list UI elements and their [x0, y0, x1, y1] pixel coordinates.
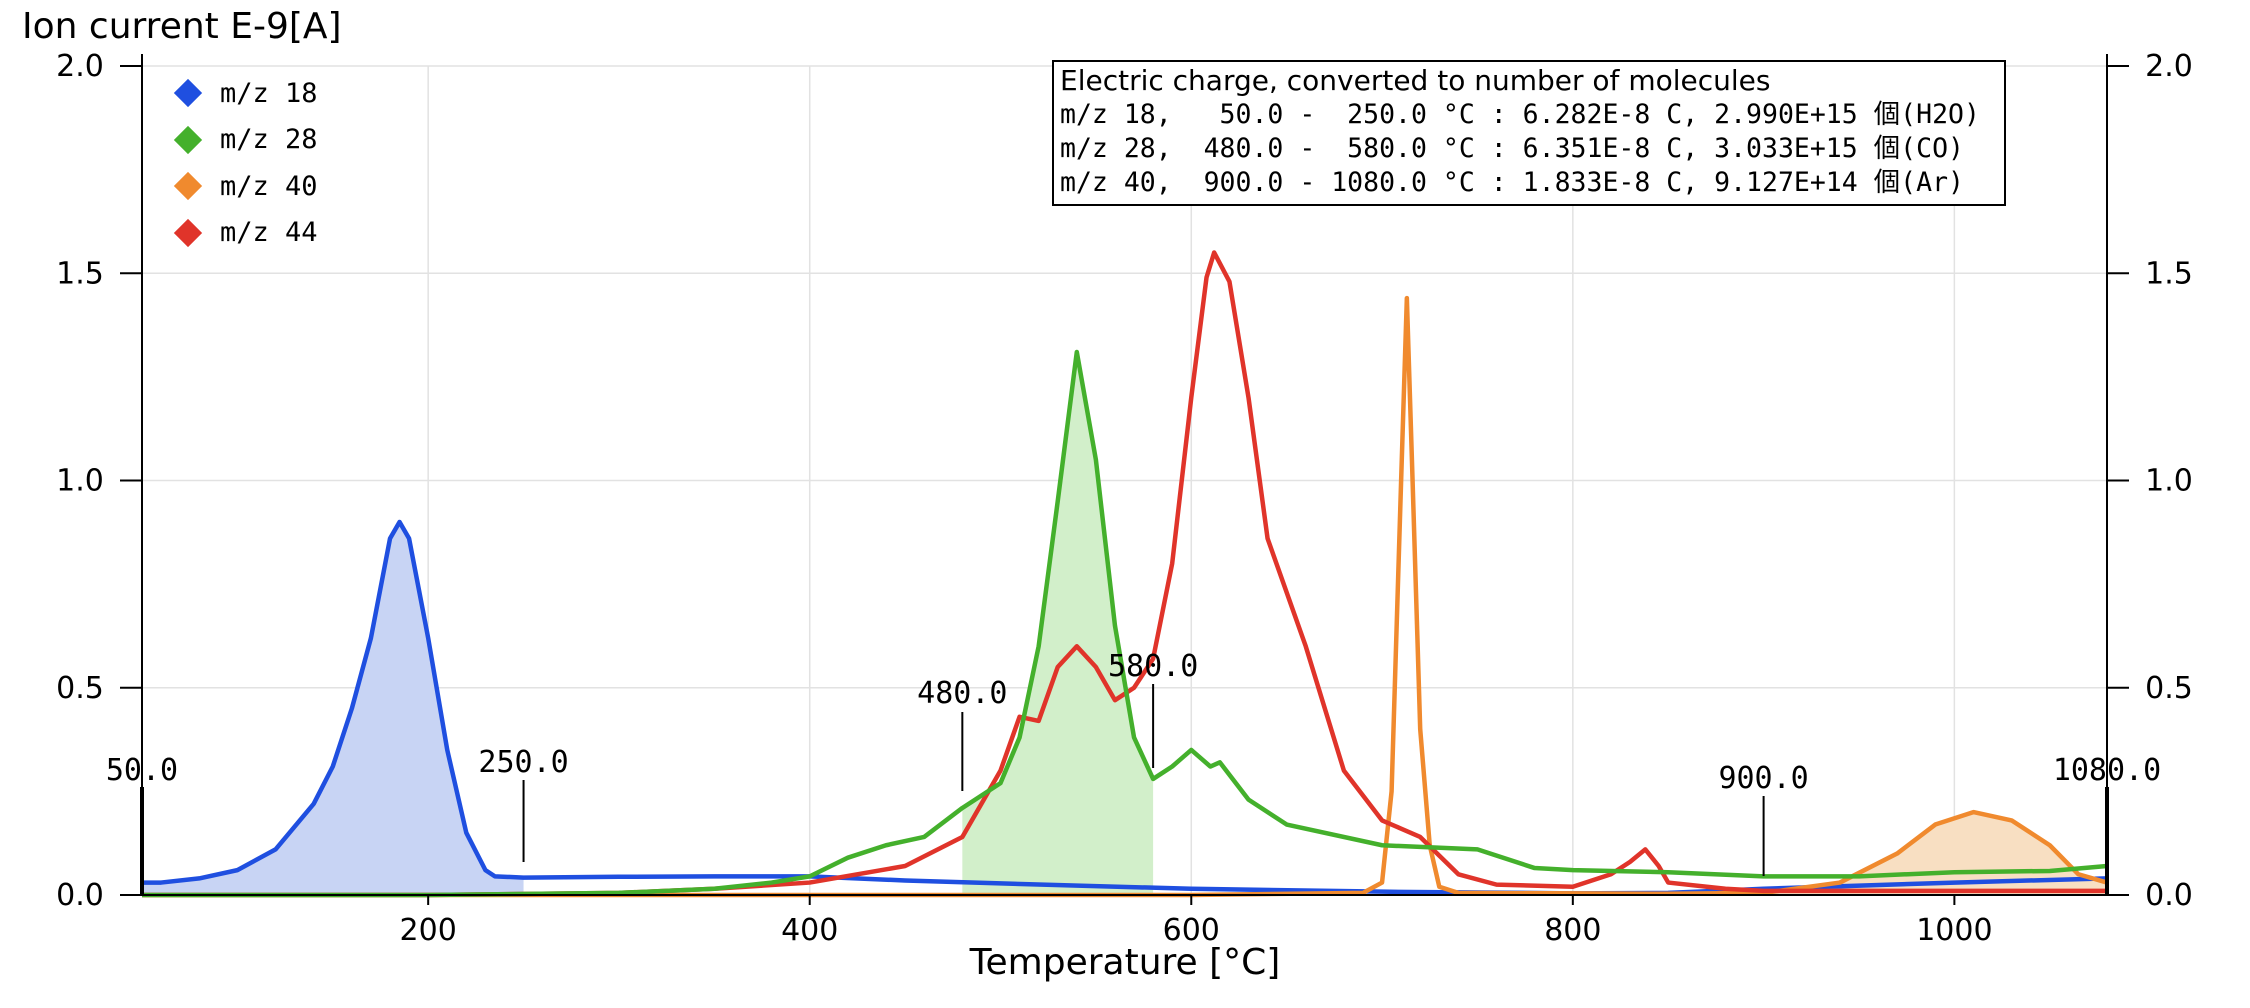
x-tick-label: 600 [1163, 913, 1220, 948]
y-axis-title: Ion current E-9[A] [22, 6, 342, 47]
series-fill-0 [142, 521, 524, 895]
y-tick-label-left: 1.0 [56, 464, 104, 499]
y-tick-label-left: 0.5 [56, 671, 104, 706]
y-tick-label-right: 1.0 [2145, 464, 2193, 499]
range-marker-label: 480.0 [917, 676, 1007, 711]
legend-marker-mz18 [173, 79, 203, 108]
legend-marker-mz44 [173, 218, 203, 247]
x-axis-title: Temperature [°C] [969, 942, 1281, 983]
legend-item: m/z 40 [172, 163, 318, 210]
x-tick-label: 400 [781, 913, 838, 948]
range-marker-label: 580.0 [1108, 649, 1198, 684]
info-line-mz18: m/z 18, 50.0 - 250.0 °C : 6.282E-8 C, 2.… [1060, 99, 1980, 130]
legend-marker-mz40 [173, 172, 203, 201]
series-line-mz18 [142, 519, 2108, 896]
x-tick-label: 1000 [1916, 913, 1992, 948]
legend-item: m/z 28 [172, 117, 318, 164]
x-tick-label: 800 [1544, 913, 1601, 948]
legend-marker-mz28 [173, 125, 203, 154]
y-tick-label-right: 1.5 [2145, 256, 2193, 291]
series-line-mz44 [142, 250, 2107, 898]
charge-info-box: Electric charge, converted to number of … [1052, 60, 2006, 206]
legend-label-mz44: m/z 44 [220, 217, 318, 249]
series-fill-2 [1763, 812, 2107, 895]
legend-label-mz28: m/z 28 [220, 124, 318, 156]
y-tick-label-right: 2.0 [2145, 49, 2193, 84]
y-tick-label-left: 2.0 [56, 49, 104, 84]
info-box-title: Electric charge, converted to number of … [1060, 64, 1771, 97]
y-tick-label-right: 0.0 [2145, 878, 2193, 913]
series-fill-1 [962, 352, 1154, 895]
legend-item: m/z 44 [172, 210, 318, 257]
range-marker-label: 900.0 [1718, 761, 1808, 796]
range-marker-label: 50.0 [106, 753, 178, 788]
y-tick-label-left: 1.5 [56, 256, 104, 291]
series-line-mz40 [142, 295, 2108, 898]
legend-label-mz18: m/z 18 [220, 77, 318, 109]
legend-label-mz40: m/z 40 [220, 170, 318, 202]
y-tick-label-right: 0.5 [2145, 671, 2193, 706]
range-marker-label: 250.0 [478, 745, 568, 780]
x-tick-label: 200 [400, 913, 457, 948]
info-line-mz40: m/z 40, 900.0 - 1080.0 °C : 1.833E-8 C, … [1060, 167, 1964, 198]
info-line-mz28: m/z 28, 480.0 - 580.0 °C : 6.351E-8 C, 3… [1060, 133, 1964, 164]
legend-item: m/z 18 [172, 70, 318, 117]
legend: m/z 18 m/z 28 m/z 40 m/z 44 [172, 70, 318, 256]
range-marker-label: 1080.0 [2053, 753, 2161, 788]
y-tick-label-left: 0.0 [56, 878, 104, 913]
series-line-mz28 [142, 349, 2108, 898]
